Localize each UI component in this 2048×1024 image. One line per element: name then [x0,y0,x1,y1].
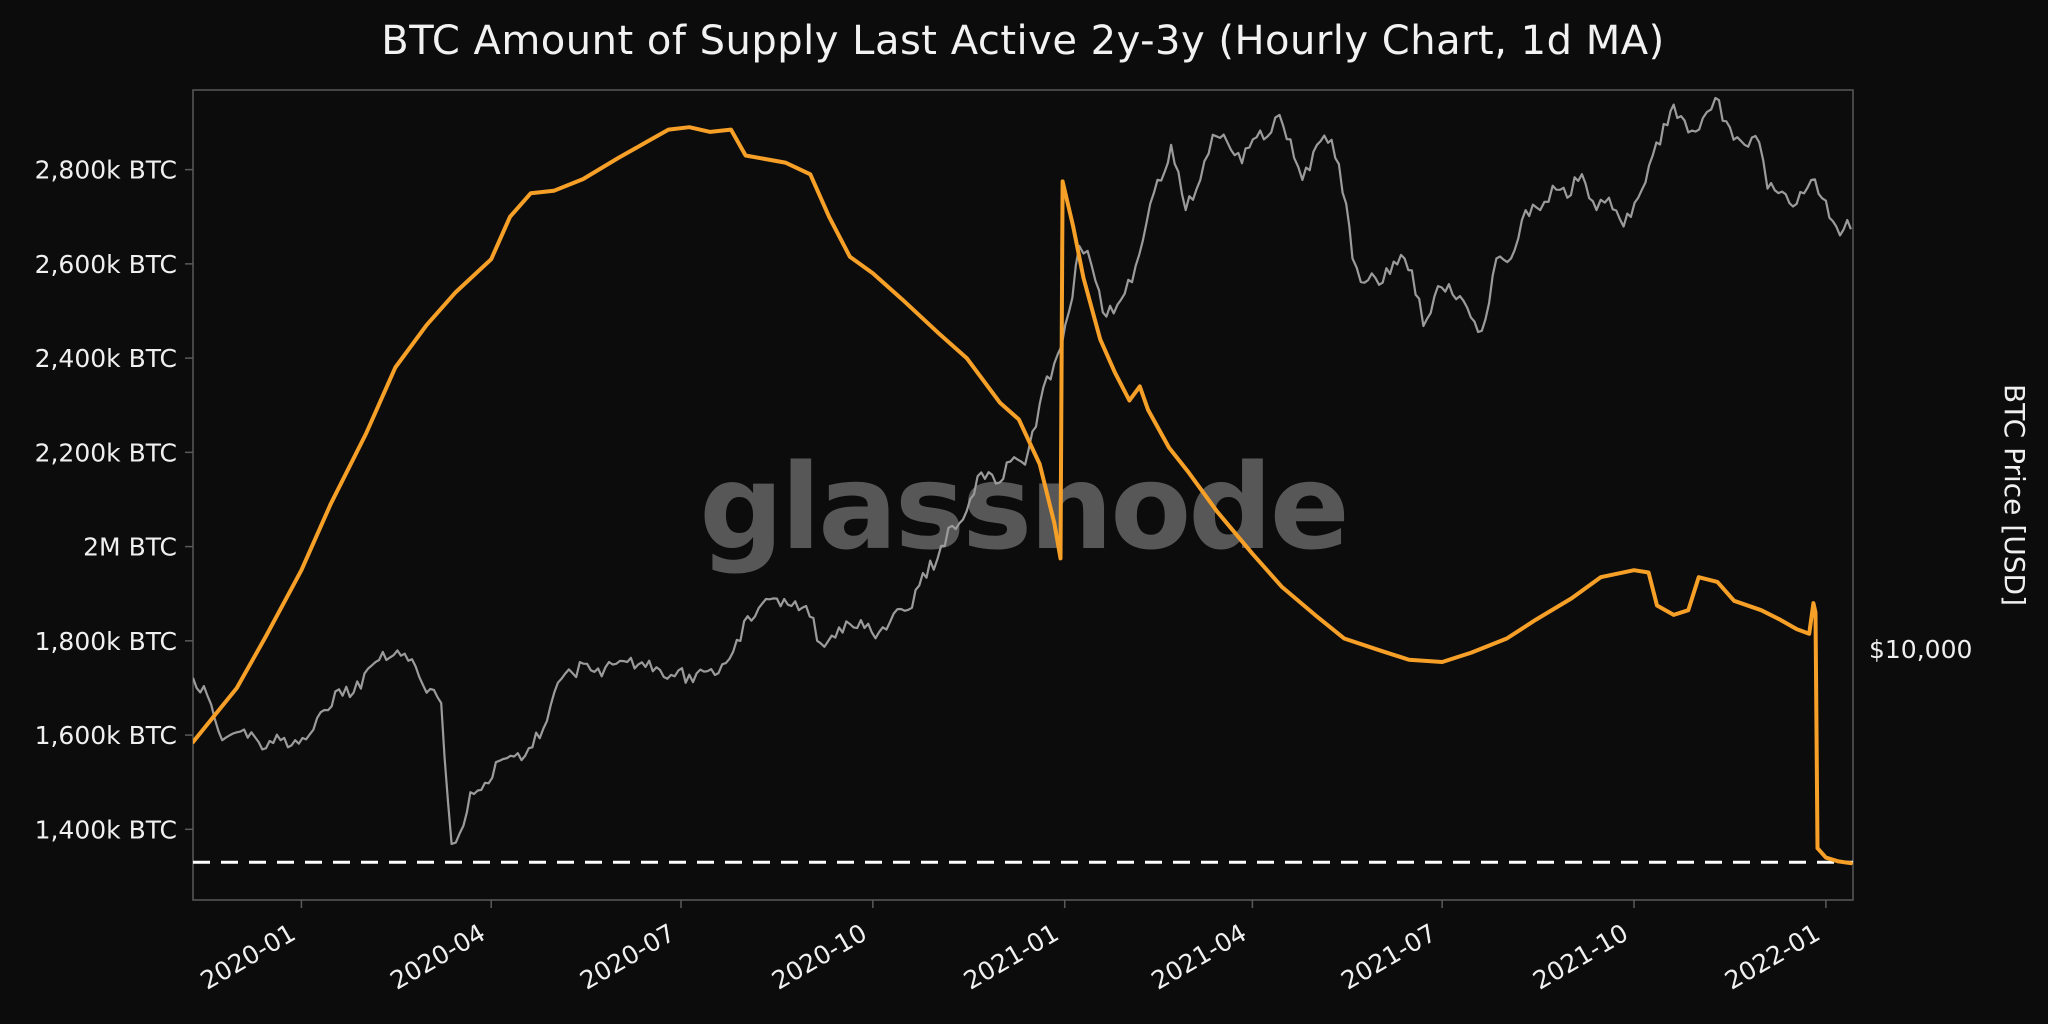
x-axis-tick-label: 2021-04 [1146,918,1251,995]
left-axis-tick-label: 2,600k BTC [35,250,177,279]
right-axis-tick-label: $10,000 [1869,635,1972,664]
price-line [193,96,1852,846]
left-axis-tick-label: 2,200k BTC [35,438,177,467]
left-axis-tick-label: 2,800k BTC [35,156,177,185]
x-axis-tick-label: 2020-10 [767,918,872,995]
plot-border [192,89,1854,901]
x-axis-tick-label: 2022-01 [1720,918,1825,995]
watermark: glassnode [699,438,1347,576]
left-axis-tick-label: 2M BTC [83,533,177,562]
x-axis-tick-label: 2020-07 [575,918,680,995]
supply-line [193,125,1853,866]
x-axis-tick-label: 2020-04 [385,918,490,995]
x-axis-tick-label: 2021-01 [959,918,1064,995]
x-axis-tick-label: 2020-01 [195,918,300,995]
x-axis-tick-label: 2021-10 [1528,918,1633,995]
left-axis-tick-label: 1,800k BTC [35,627,177,656]
left-axis-tick-label: 2,400k BTC [35,344,177,373]
chart-title: BTC Amount of Supply Last Active 2y-3y (… [381,18,1665,64]
left-axis-tick-label: 1,600k BTC [35,721,177,750]
x-axis-tick-label: 2021-07 [1336,918,1441,995]
left-axis-tick-label: 1,400k BTC [35,815,177,844]
right-axis-label: BTC Price [USD] [1998,384,2031,606]
